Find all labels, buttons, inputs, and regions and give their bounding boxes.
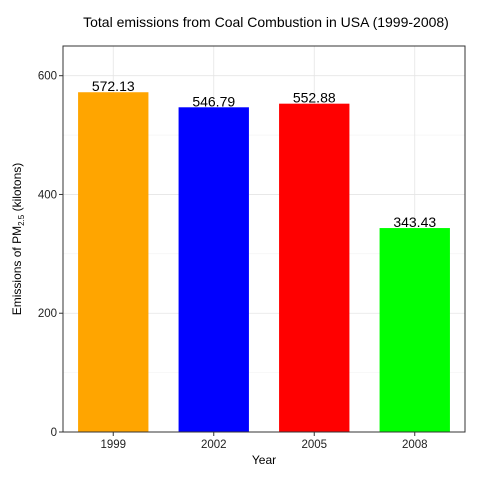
chart-title: Total emissions from Coal Combustion in … <box>83 14 449 30</box>
x-axis-title: Year <box>252 453 276 467</box>
data-label-2002: 546.79 <box>192 93 235 109</box>
y-tick-label: 600 <box>38 71 57 83</box>
bars <box>78 92 450 432</box>
x-axis: 1999 2002 2005 2008 <box>100 432 428 451</box>
bar-2005 <box>279 103 350 432</box>
x-tick-label-2002: 2002 <box>201 439 227 451</box>
data-labels: 572.13 546.79 552.88 343.43 <box>92 78 437 230</box>
bar-1999 <box>78 92 149 432</box>
x-tick-label-1999: 1999 <box>100 439 126 451</box>
y-tick-label: 200 <box>38 308 57 320</box>
x-tick-label-2008: 2008 <box>402 439 428 451</box>
y-axis-title: Emissions of PM2.5 (kilotons) <box>10 163 26 316</box>
x-tick-label-2005: 2005 <box>301 439 327 451</box>
plot-border <box>62 45 466 433</box>
bar-2008 <box>379 228 450 432</box>
y-axis-title-suffix: (kilotons) <box>10 163 24 215</box>
y-axis-title-subscript: 2.5 <box>17 214 26 226</box>
y-axis: 0 200 400 600 <box>38 71 63 439</box>
y-tick-label: 0 <box>51 427 57 439</box>
data-label-2008: 343.43 <box>393 214 436 230</box>
plot-area: 572.13 546.79 552.88 343.43 <box>62 45 466 433</box>
data-label-2005: 552.88 <box>293 90 336 106</box>
y-axis-title-prefix: Emissions of PM <box>10 226 24 315</box>
data-label-1999: 572.13 <box>92 78 135 94</box>
y-tick-label: 400 <box>38 189 57 201</box>
bar-2002 <box>178 107 249 432</box>
